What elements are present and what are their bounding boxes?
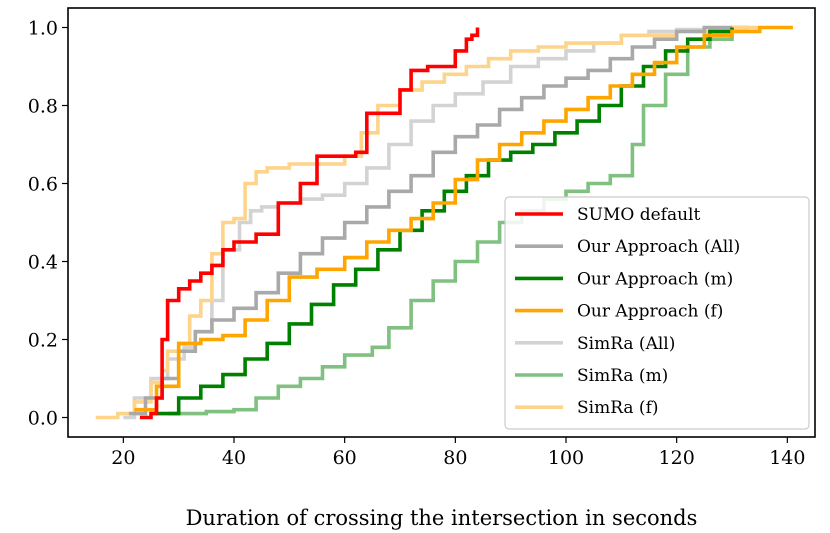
x-tick-label: 80 [443,447,467,469]
x-axis-title: Duration of crossing the intersection in… [186,506,698,530]
x-tick-label: 120 [659,447,695,469]
series-line-5 [134,25,793,412]
series-line-3 [128,25,732,416]
x-tick-label: 100 [548,447,584,469]
legend-label: Our Approach (f) [577,302,723,322]
legend-label: SimRa (f) [577,398,659,418]
y-tick-label: 0.0 [28,408,58,430]
legend-box [504,196,810,430]
series-line-1 [167,25,749,416]
y-tick-label: 0.6 [28,174,58,196]
series-line-6 [139,27,480,420]
y-tick-label: 0.4 [28,252,58,274]
legend-label: SUMO default [577,205,700,225]
legend-label: SimRa (m) [577,366,668,386]
x-tick-label: 20 [111,447,135,469]
legend-label: Our Approach (All) [577,237,740,257]
y-tick-label: 0.2 [28,330,58,352]
legend: SUMO default Our Approach (All) Our Approa… [504,196,810,430]
y-tick-label: 1.0 [28,18,58,40]
series-layer [95,25,793,420]
x-axis: 20 40 60 80 100 120 140 [111,437,805,469]
x-tick-label: 60 [333,447,357,469]
x-tick-label: 140 [769,447,805,469]
series-line-4 [156,27,734,416]
x-tick-label: 40 [222,447,246,469]
y-tick-label: 0.8 [28,96,58,118]
series-line-2 [95,25,760,420]
legend-label: SimRa (All) [577,334,675,354]
y-axis: 0.0 0.2 0.4 0.6 0.8 1.0 [28,18,68,430]
legend-label: Our Approach (m) [577,269,733,289]
